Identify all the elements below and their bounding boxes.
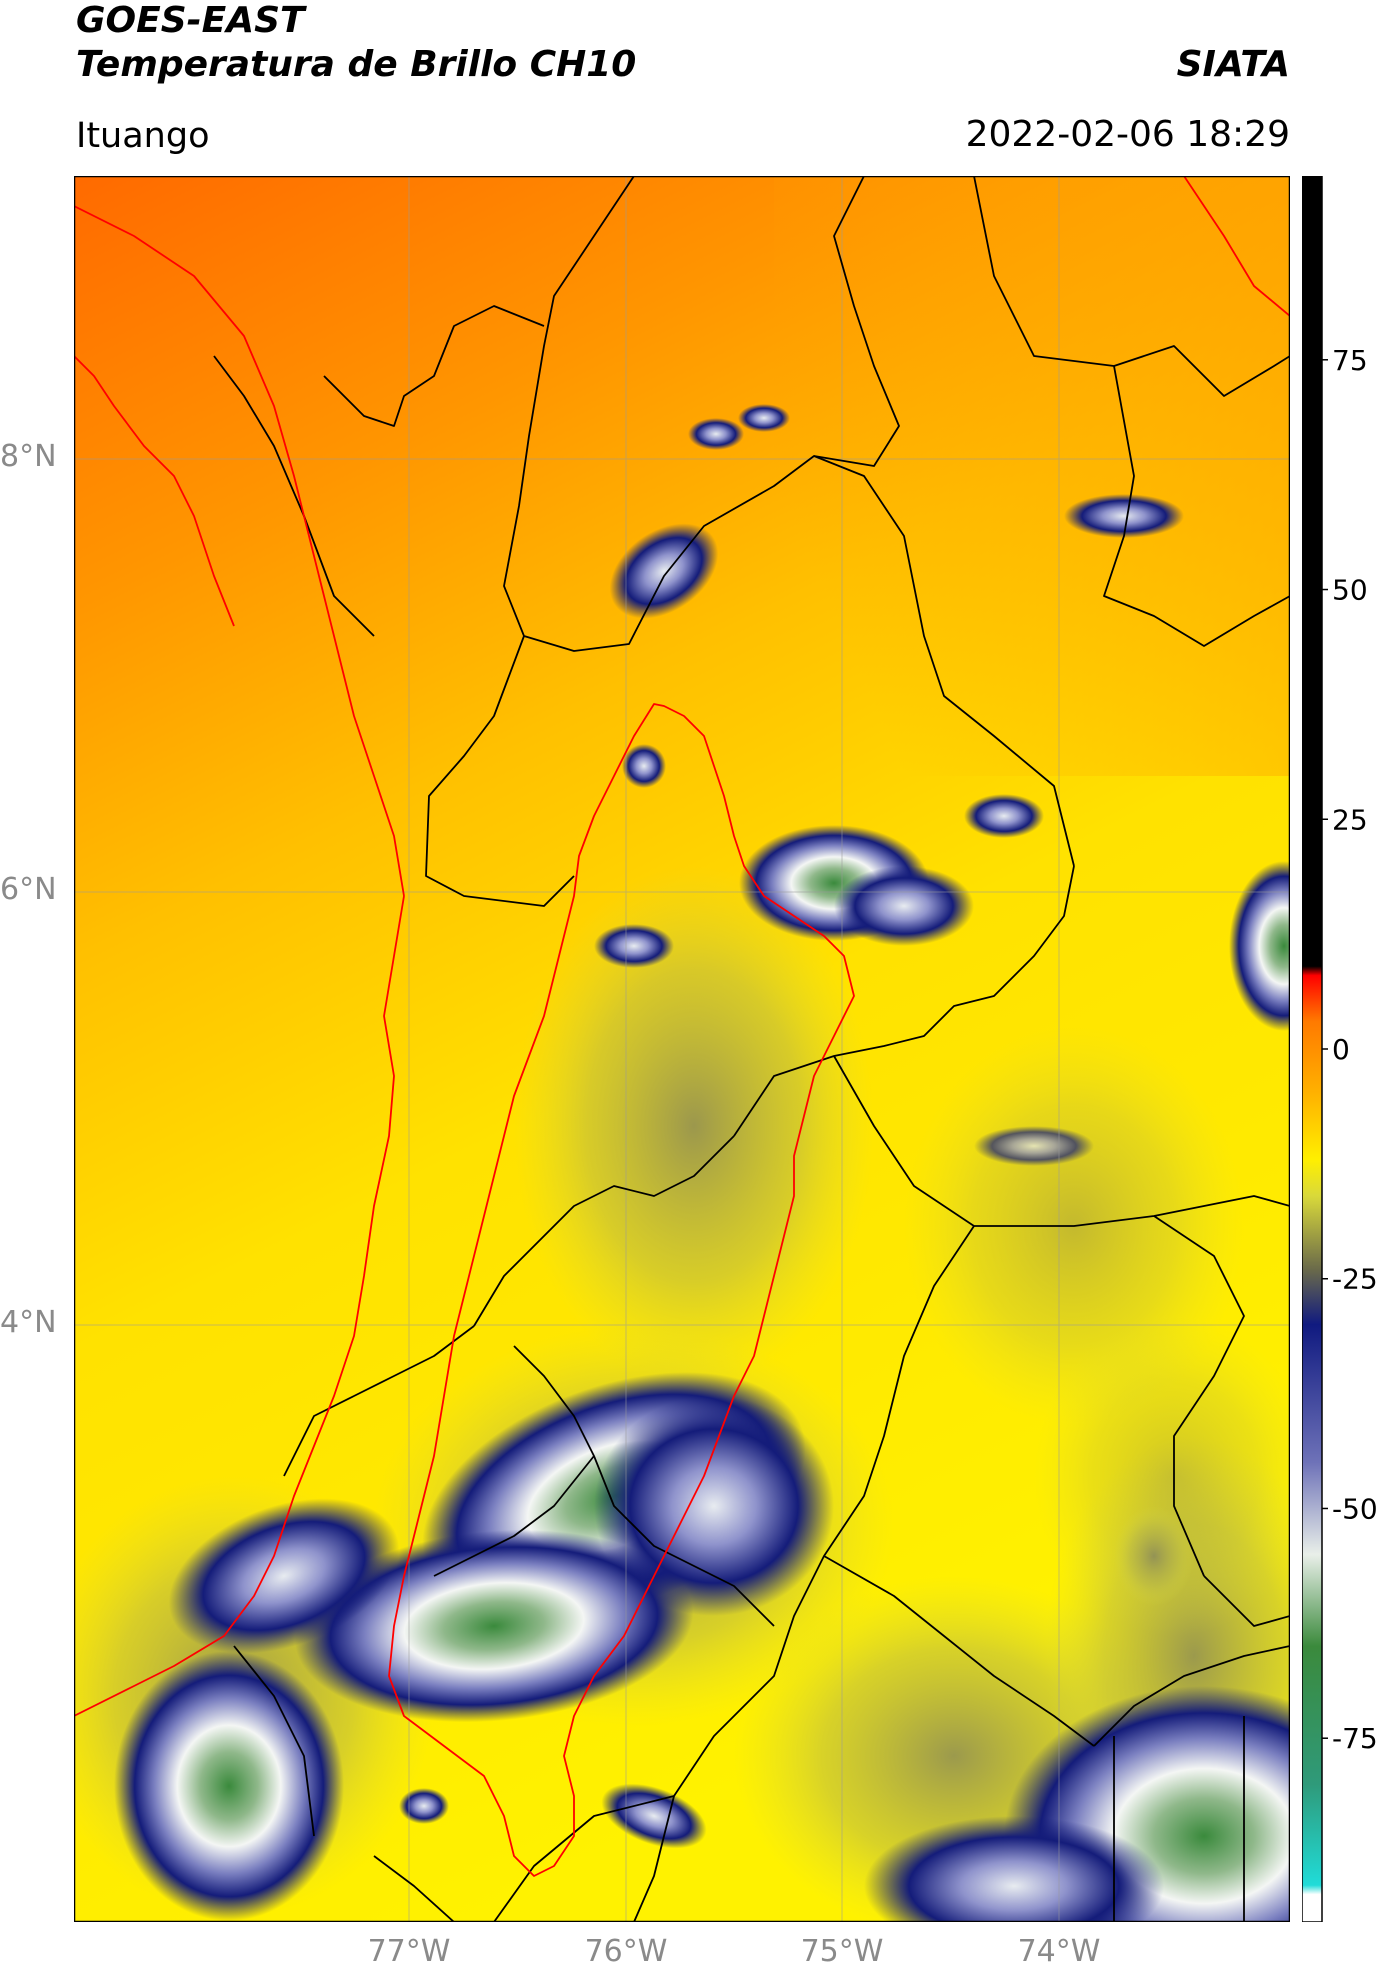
- colorbar-tick-label: -50: [1332, 1492, 1378, 1525]
- lon-tick-label: 77°W: [367, 1934, 451, 1969]
- lat-tick-label: 4°N: [0, 1305, 57, 1340]
- lon-tick-label: 76°W: [584, 1934, 668, 1969]
- lon-tick-label: 74°W: [1017, 1934, 1101, 1969]
- department-boundaries: [213, 175, 1291, 1923]
- brand-label: SIATA: [1176, 44, 1290, 85]
- colorbar-ramp: [1301, 175, 1323, 1923]
- colorbar-svg: 75 50 25 0 -25 -50 -75: [1301, 175, 1378, 1923]
- colorbar-tick-label: 0: [1332, 1033, 1350, 1066]
- colorbar-tick-label: 25: [1332, 803, 1368, 836]
- coastline-and-region-outline: [73, 175, 1291, 1877]
- product-title: Temperatura de Brillo CH10: [76, 44, 637, 85]
- colorbar-tick-label: -75: [1332, 1722, 1378, 1755]
- brightness-temperature-field: [74, 176, 1290, 1922]
- satellite-title: GOES-EAST: [76, 0, 305, 41]
- lon-tick-label: 75°W: [800, 1934, 884, 1969]
- lat-tick-label: 6°N: [0, 872, 57, 907]
- datetime-label: 2022-02-06 18:29: [965, 114, 1290, 155]
- colorbar-tick-label: -25: [1332, 1263, 1378, 1296]
- map-frame: [73, 175, 1291, 1923]
- lat-tick-label: 8°N: [0, 439, 57, 474]
- colorbar-tick-label: 50: [1332, 574, 1368, 607]
- map-panel[interactable]: [73, 175, 1291, 1923]
- region-label: Ituango: [76, 116, 210, 156]
- colorbar-tick-label: 75: [1332, 344, 1368, 377]
- colorbar: 75 50 25 0 -25 -50 -75: [1301, 175, 1384, 1923]
- map-svg[interactable]: [73, 175, 1291, 1923]
